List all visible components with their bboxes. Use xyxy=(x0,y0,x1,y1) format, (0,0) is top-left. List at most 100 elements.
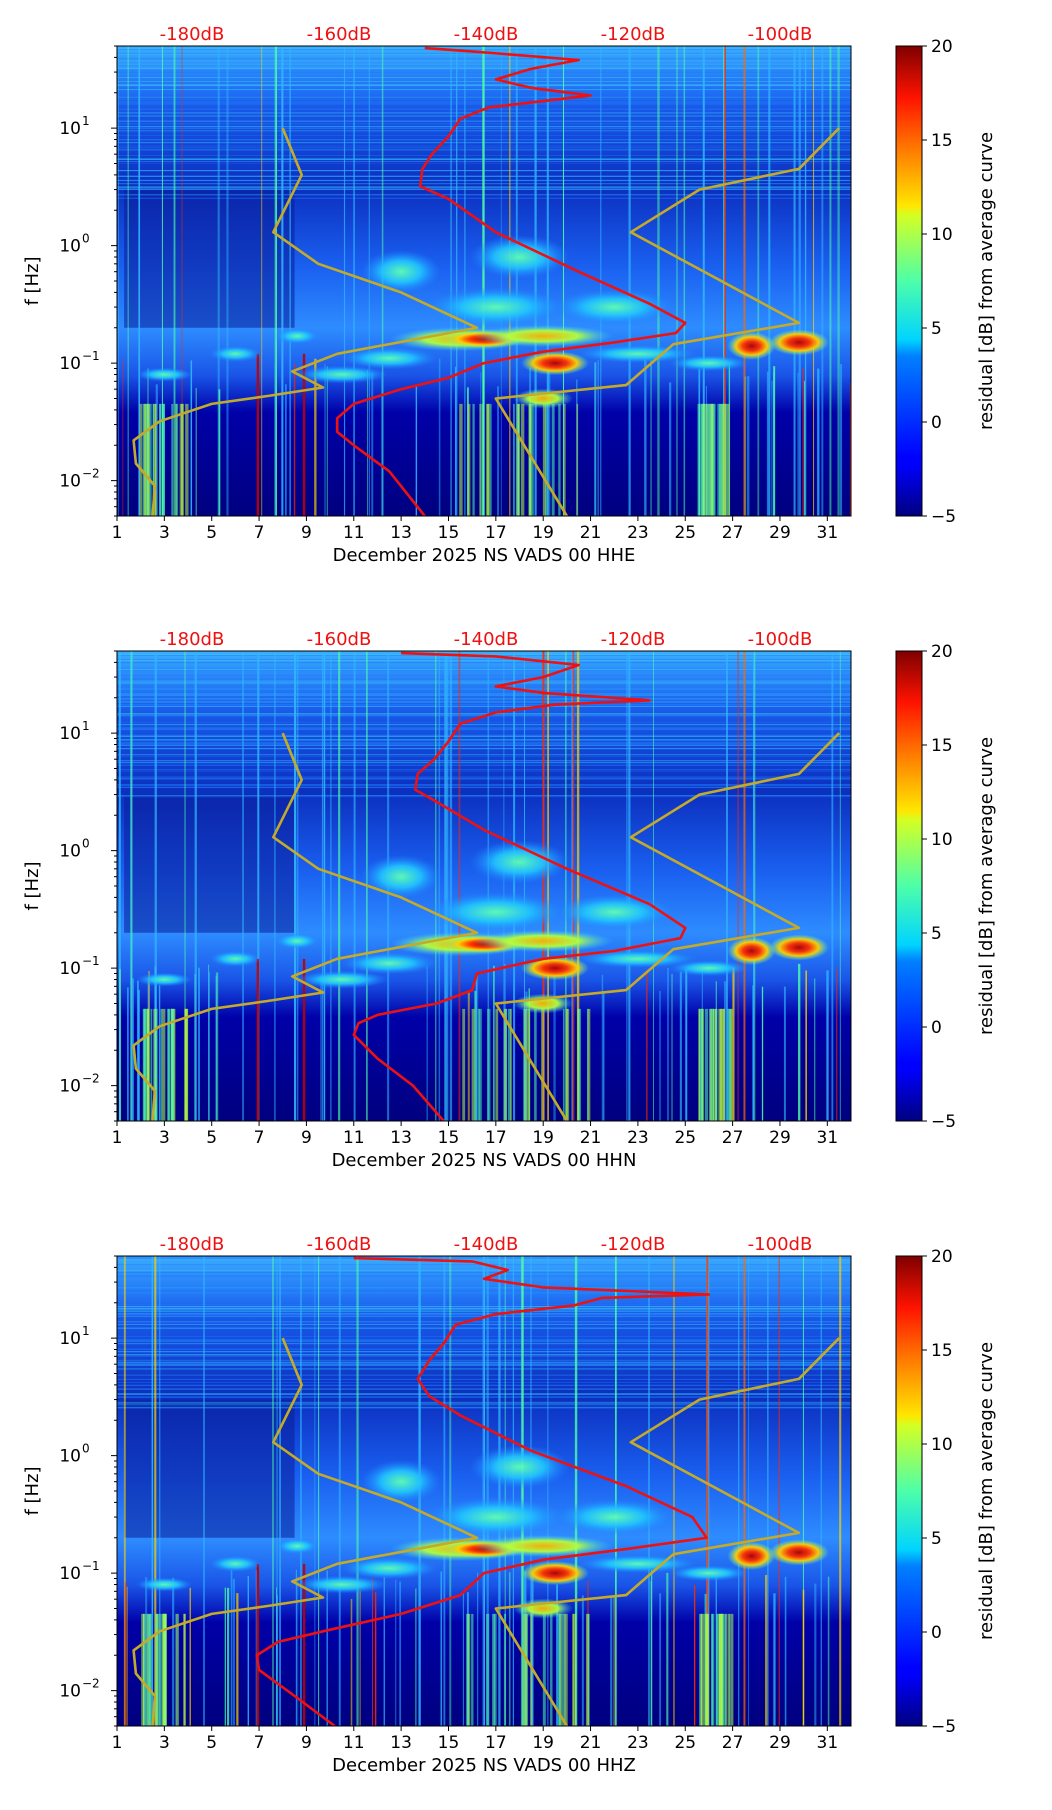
top-db-label: -140dB xyxy=(454,24,519,45)
energy-blob xyxy=(136,972,193,987)
y-tick-exponent: −1 xyxy=(82,349,100,363)
x-tick-label: 27 xyxy=(722,523,744,543)
top-db-label: -160dB xyxy=(307,24,372,45)
x-tick-label: 25 xyxy=(674,1733,696,1753)
colorbar-tick-label: 20 xyxy=(931,642,953,662)
y-tick-exponent: 1 xyxy=(82,719,90,733)
colorbar-tick-label: 5 xyxy=(931,319,942,339)
x-tick-label: 23 xyxy=(627,523,649,543)
top-db-label: -180dB xyxy=(160,629,225,650)
x-tick-label: 17 xyxy=(485,1733,507,1753)
energy-blob xyxy=(768,934,829,961)
energy-blob xyxy=(473,930,614,953)
quiet-region xyxy=(124,189,295,328)
energy-blob xyxy=(554,289,675,326)
energy-blob xyxy=(361,854,442,899)
y-tick-exponent: −2 xyxy=(82,1677,100,1691)
colorbar-tick-label: 5 xyxy=(931,1529,942,1549)
colorbar-tick-label: 15 xyxy=(931,131,953,151)
colorbar xyxy=(895,650,923,1122)
x-tick-label: 29 xyxy=(769,1733,791,1753)
noise-model-curve xyxy=(494,732,841,1121)
x-tick-label: 21 xyxy=(580,1733,602,1753)
x-tick-label: 11 xyxy=(343,523,365,543)
average-psd-curve xyxy=(335,46,687,516)
y-tick-exponent: 1 xyxy=(82,1324,90,1338)
x-tick-label: 23 xyxy=(627,1733,649,1753)
x-tick-label: 11 xyxy=(343,1128,365,1148)
energy-blob xyxy=(513,1598,574,1619)
x-tick-label: 9 xyxy=(301,1128,312,1148)
y-tick-label: 10 xyxy=(59,1564,81,1584)
x-tick-label: 25 xyxy=(674,523,696,543)
colorbar-tick-label: 5 xyxy=(931,924,942,944)
colorbar-label: residual [dB] from average curve xyxy=(976,132,997,430)
energy-blob xyxy=(295,365,388,384)
colorbar-tick-label: 20 xyxy=(931,1247,953,1267)
x-tick-label: 9 xyxy=(301,1733,312,1753)
colorbar-tick-label: −5 xyxy=(931,1717,956,1737)
x-tick-label: 31 xyxy=(817,1128,839,1148)
energy-blob xyxy=(295,1575,388,1594)
noise-model-curve xyxy=(132,127,479,516)
x-tick-label: 23 xyxy=(627,1128,649,1148)
top-db-label: -180dB xyxy=(160,1234,225,1255)
x-tick-label: 25 xyxy=(674,1128,696,1148)
spectrogram-area xyxy=(117,651,851,1121)
energy-blob xyxy=(341,347,438,370)
noise-model-curve xyxy=(494,127,841,516)
energy-blob xyxy=(209,1555,262,1572)
energy-blob xyxy=(727,331,776,360)
x-tick-label: 19 xyxy=(532,1733,554,1753)
x-axis-label: December 2025 NS VADS 00 HHE xyxy=(333,545,636,566)
x-tick-label: 1 xyxy=(112,1128,123,1148)
y-tick-exponent: −2 xyxy=(82,1072,100,1086)
noise-model-curve xyxy=(494,1337,841,1726)
y-tick-label: 10 xyxy=(59,354,81,374)
energy-blob xyxy=(469,235,570,280)
energy-blob xyxy=(727,936,776,965)
noise-model-curve xyxy=(132,732,479,1121)
y-tick-label: 10 xyxy=(59,842,81,862)
top-db-label: -100dB xyxy=(748,24,813,45)
energy-blob xyxy=(473,1535,614,1558)
top-db-label: -140dB xyxy=(454,629,519,650)
x-tick-label: 31 xyxy=(817,523,839,543)
top-db-label: -140dB xyxy=(454,1234,519,1255)
x-tick-label: 15 xyxy=(438,523,460,543)
colorbar-tick-label: 20 xyxy=(931,37,953,57)
energy-blob xyxy=(274,328,319,345)
x-tick-label: 21 xyxy=(580,1128,602,1148)
colorbar xyxy=(895,45,923,517)
x-tick-label: 11 xyxy=(343,1733,365,1753)
top-db-label: -120dB xyxy=(601,1234,666,1255)
energy-blob xyxy=(136,367,193,382)
x-tick-label: 17 xyxy=(485,1128,507,1148)
y-tick-label: 10 xyxy=(59,1329,81,1349)
noise-model-curve xyxy=(132,1337,479,1726)
energy-blob xyxy=(274,933,319,950)
energy-blob xyxy=(521,956,590,981)
x-tick-label: 3 xyxy=(159,1733,170,1753)
y-tick-label: 10 xyxy=(59,472,81,492)
quiet-region xyxy=(124,794,295,933)
x-tick-label: 5 xyxy=(206,523,217,543)
energy-blob xyxy=(554,1499,675,1536)
energy-blob xyxy=(768,1539,829,1566)
y-tick-label: 10 xyxy=(59,1077,81,1097)
energy-blob xyxy=(473,325,614,348)
x-tick-label: 1 xyxy=(112,1733,123,1753)
y-tick-label: 10 xyxy=(59,237,81,257)
energy-blob xyxy=(425,892,566,933)
y-axis-label: f [Hz] xyxy=(22,861,43,910)
colorbar-tick-label: 10 xyxy=(931,1435,953,1455)
x-tick-label: 27 xyxy=(722,1128,744,1148)
energy-blob xyxy=(668,960,749,977)
y-tick-exponent: 1 xyxy=(82,114,90,128)
x-tick-label: 7 xyxy=(254,523,265,543)
quiet-region xyxy=(124,1399,295,1538)
energy-blob xyxy=(521,351,590,376)
